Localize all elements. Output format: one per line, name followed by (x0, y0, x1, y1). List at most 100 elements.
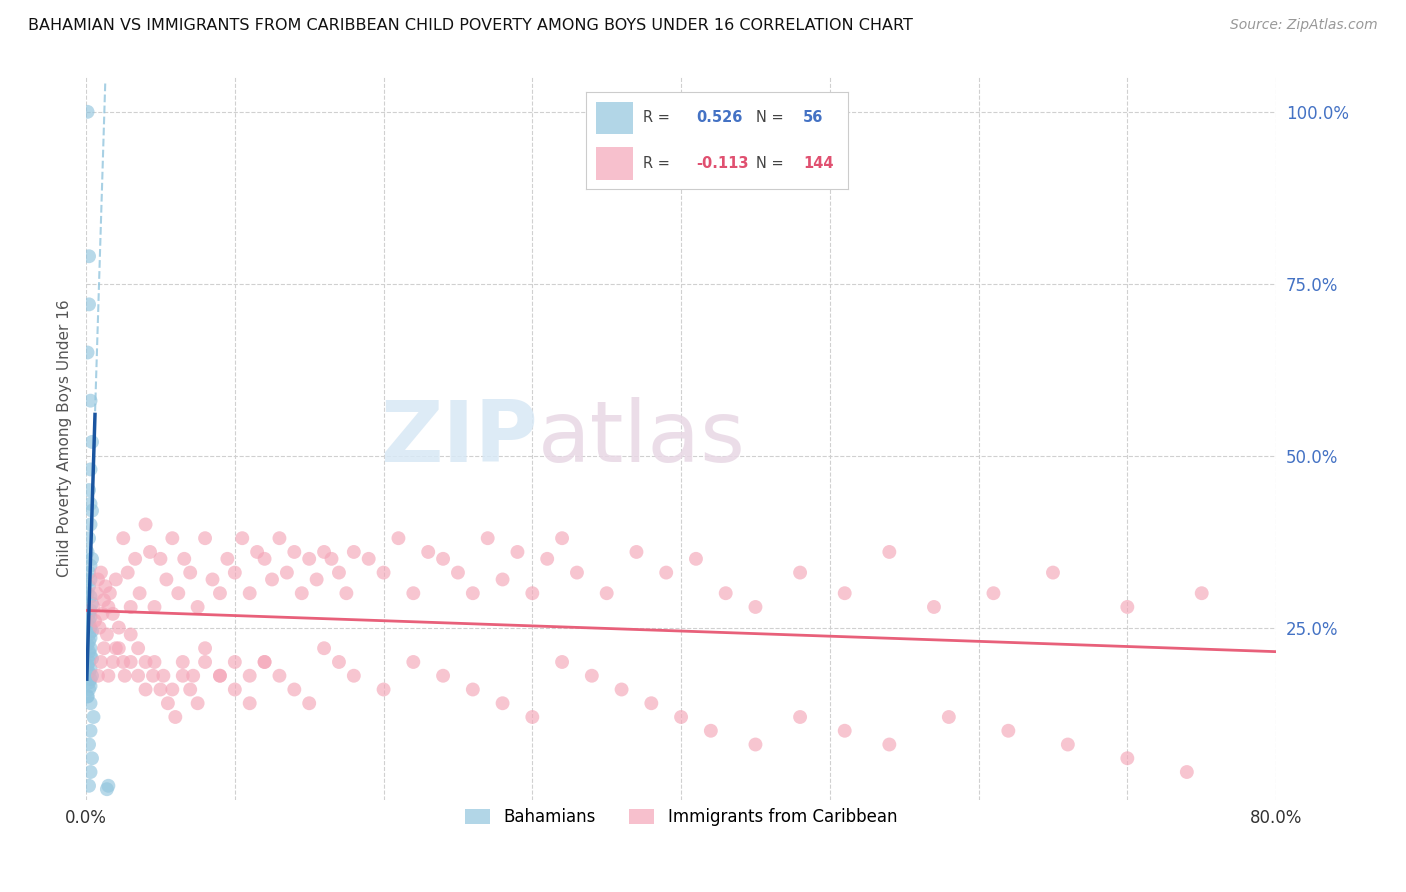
Point (120, 627, 142, 641)
Point (79, 517, 101, 532)
Point (253, 655, 276, 669)
Point (373, 682, 395, 697)
Point (77, 634, 100, 648)
Point (79, 723, 101, 738)
Point (114, 669, 136, 683)
Point (156, 696, 179, 710)
Point (77, 579, 100, 593)
Point (80, 651, 103, 665)
Point (834, 723, 856, 738)
Point (120, 599, 142, 614)
Point (77, 682, 100, 697)
Point (461, 682, 484, 697)
Point (79, 590, 101, 604)
Point (77, 627, 100, 641)
Point (120, 655, 142, 669)
Point (187, 599, 209, 614)
Point (172, 655, 194, 669)
Point (104, 641, 127, 656)
Point (253, 551, 276, 566)
Point (179, 682, 201, 697)
Point (139, 545, 162, 559)
Point (744, 599, 766, 614)
Point (84, 614, 107, 628)
Point (79, 610, 101, 624)
Point (269, 531, 291, 545)
Point (402, 586, 425, 600)
Point (79, 497, 101, 511)
Point (208, 669, 231, 683)
Point (97, 779, 120, 793)
Point (76, 658, 98, 673)
Point (107, 621, 129, 635)
Point (283, 682, 305, 697)
Point (79, 764, 101, 779)
Point (77, 249, 100, 263)
Point (127, 669, 149, 683)
Point (93, 593, 115, 607)
Point (506, 545, 529, 559)
Point (224, 566, 246, 580)
Point (76, 345, 98, 359)
Point (135, 655, 157, 669)
Point (321, 551, 343, 566)
Point (1056, 738, 1078, 752)
Point (551, 655, 574, 669)
Text: BAHAMIAN VS IMMIGRANTS FROM CARIBBEAN CHILD POVERTY AMONG BOYS UNDER 16 CORRELAT: BAHAMIAN VS IMMIGRANTS FROM CARIBBEAN CH… (28, 18, 912, 33)
Point (149, 682, 172, 697)
Point (87, 573, 110, 587)
Point (76, 545, 98, 559)
Point (162, 531, 184, 545)
Point (93, 641, 115, 656)
Point (305, 573, 328, 587)
Point (79, 621, 101, 635)
Point (79, 648, 101, 662)
Point (77, 779, 100, 793)
Point (879, 738, 901, 752)
Point (581, 669, 603, 683)
Point (77, 531, 100, 545)
Point (79, 631, 101, 645)
Point (76, 617, 98, 632)
Point (418, 545, 440, 559)
Point (142, 669, 165, 683)
Point (551, 531, 574, 545)
Point (155, 573, 177, 587)
Point (298, 696, 321, 710)
Point (149, 551, 172, 566)
Point (79, 462, 101, 476)
Point (343, 545, 366, 559)
Point (343, 669, 366, 683)
Point (91, 607, 114, 621)
Point (79, 393, 101, 408)
Point (77, 738, 100, 752)
Point (79, 573, 101, 587)
Point (76, 638, 98, 652)
Point (79, 672, 101, 686)
Point (194, 655, 217, 669)
Point (107, 641, 129, 656)
Point (124, 551, 146, 566)
Point (97, 599, 120, 614)
Point (187, 696, 209, 710)
Point (80, 504, 103, 518)
Point (90, 566, 112, 580)
Point (80, 751, 103, 765)
Point (744, 738, 766, 752)
Point (135, 682, 157, 697)
Point (373, 566, 395, 580)
Point (291, 586, 314, 600)
Point (669, 710, 692, 724)
Point (276, 566, 298, 580)
Point (402, 655, 425, 669)
Point (77, 483, 100, 497)
Point (208, 669, 231, 683)
Point (79, 696, 101, 710)
Point (312, 545, 335, 559)
Point (522, 710, 544, 724)
Point (79, 641, 101, 656)
Point (194, 531, 217, 545)
Point (101, 655, 124, 669)
Point (87, 669, 110, 683)
Point (714, 586, 737, 600)
